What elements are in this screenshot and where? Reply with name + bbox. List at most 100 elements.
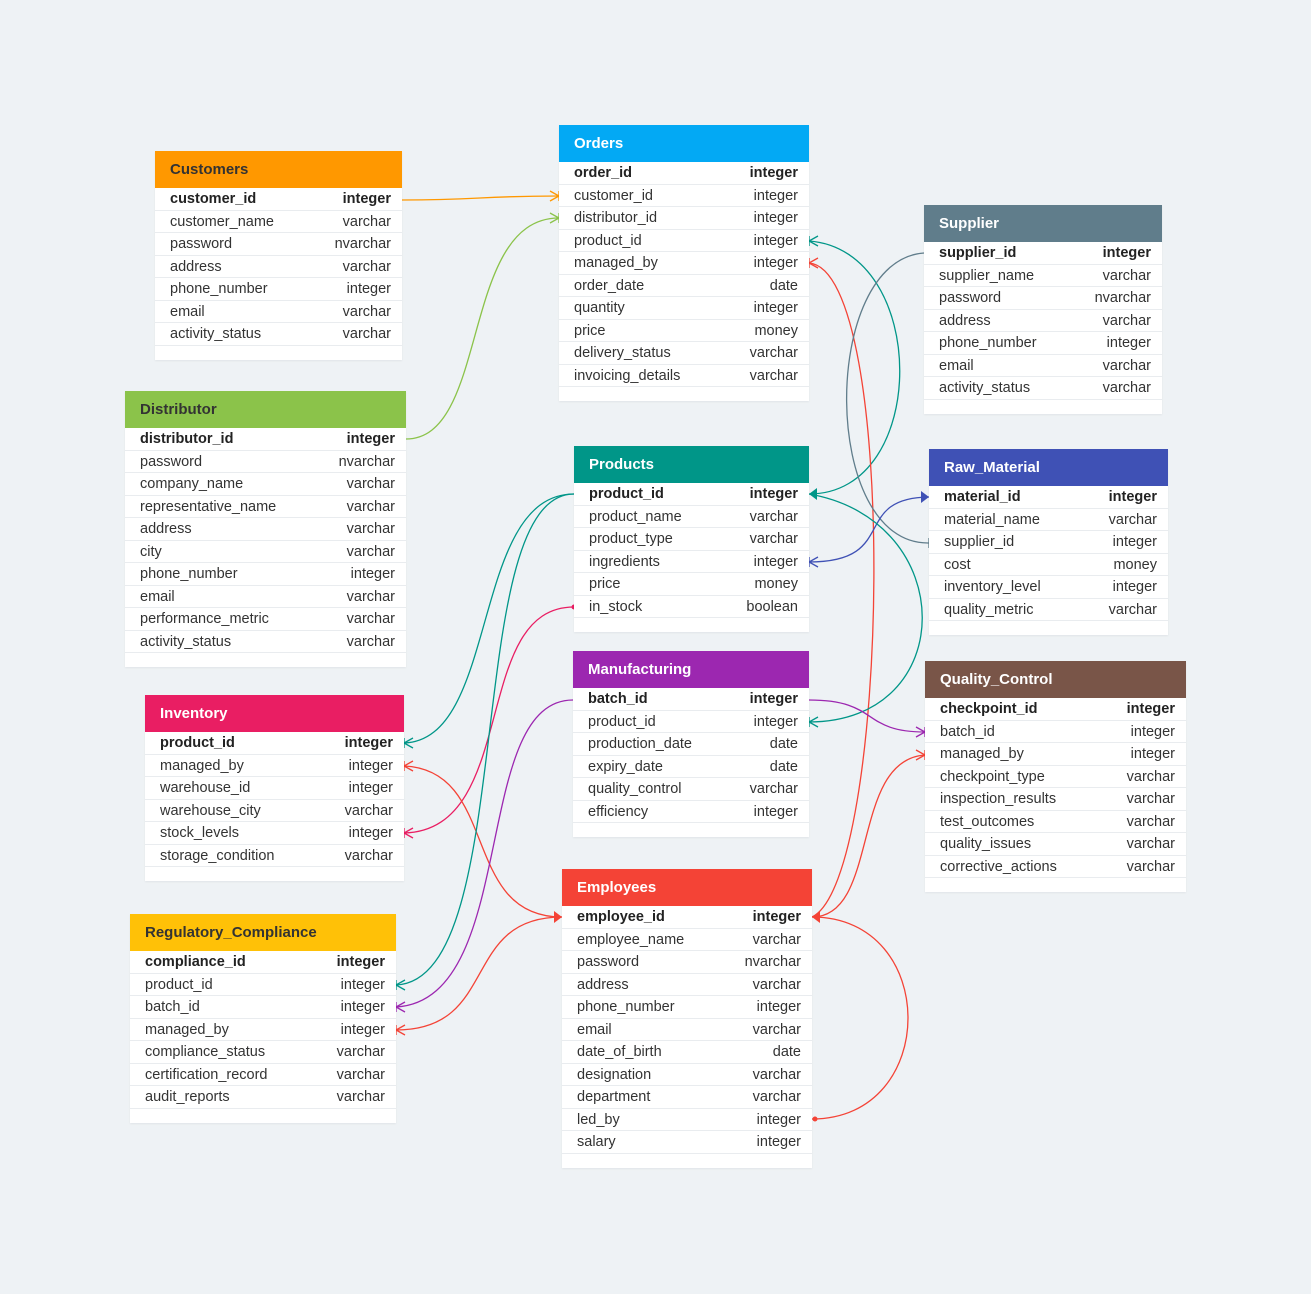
table-distributor[interactable]: Distributor distributor_id integer password… xyxy=(125,391,406,667)
table-row[interactable]: checkpoint_type varchar xyxy=(925,766,1186,788)
table-row[interactable]: order_id integer xyxy=(559,162,809,185)
table-row[interactable]: invoicing_details varchar xyxy=(559,365,809,387)
table-header[interactable]: Supplier xyxy=(924,205,1162,242)
table-row[interactable]: employee_id integer xyxy=(562,906,812,929)
table-row[interactable]: password nvarchar xyxy=(924,287,1162,310)
table-row[interactable]: password nvarchar xyxy=(155,233,402,256)
table-row[interactable]: activity_status varchar xyxy=(155,323,402,346)
table-row[interactable]: certification_record varchar xyxy=(130,1064,396,1086)
table-header[interactable]: Manufacturing xyxy=(573,651,809,688)
table-row[interactable]: customer_name varchar xyxy=(155,211,402,233)
table-row[interactable]: password nvarchar xyxy=(562,951,812,974)
table-row[interactable]: phone_number integer xyxy=(155,278,402,301)
table-quality-control[interactable]: Quality_Control checkpoint_id integer batch… xyxy=(925,661,1186,892)
table-row[interactable]: phone_number integer xyxy=(562,996,812,1019)
table-row[interactable]: product_id integer xyxy=(145,732,404,755)
table-header[interactable]: Inventory xyxy=(145,695,404,732)
table-row[interactable]: storage_condition varchar xyxy=(145,845,404,867)
table-row[interactable]: managed_by integer xyxy=(559,252,809,275)
table-header[interactable]: Customers xyxy=(155,151,402,188)
table-row[interactable]: checkpoint_id integer xyxy=(925,698,1186,721)
table-row[interactable]: warehouse_city varchar xyxy=(145,800,404,822)
table-row[interactable]: test_outcomes varchar xyxy=(925,811,1186,833)
table-row[interactable]: representative_name varchar xyxy=(125,496,406,518)
table-row[interactable]: product_type varchar xyxy=(574,528,809,551)
table-row[interactable]: price money xyxy=(559,320,809,342)
table-header[interactable]: Products xyxy=(574,446,809,483)
table-row[interactable]: distributor_id integer xyxy=(125,428,406,451)
table-orders[interactable]: Orders order_id integer customer_id integer d… xyxy=(559,125,809,401)
table-row[interactable]: address varchar xyxy=(155,256,402,278)
table-row[interactable]: price money xyxy=(574,573,809,596)
table-row[interactable]: supplier_id integer xyxy=(929,531,1168,554)
table-row[interactable]: production_date date xyxy=(573,733,809,756)
table-row[interactable]: supplier_id integer xyxy=(924,242,1162,265)
table-row[interactable]: email varchar xyxy=(155,301,402,323)
table-row[interactable]: product_name varchar xyxy=(574,506,809,528)
table-row[interactable]: batch_id integer xyxy=(925,721,1186,743)
table-row[interactable]: salary integer xyxy=(562,1131,812,1154)
table-row[interactable]: corrective_actions varchar xyxy=(925,856,1186,878)
table-row[interactable]: quality_issues varchar xyxy=(925,833,1186,856)
table-header[interactable]: Raw_Material xyxy=(929,449,1168,486)
table-row[interactable]: expiry_date date xyxy=(573,756,809,778)
table-header[interactable]: Quality_Control xyxy=(925,661,1186,698)
table-row[interactable]: managed_by integer xyxy=(925,743,1186,766)
table-manufacturing[interactable]: Manufacturing batch_id integer product_id in… xyxy=(573,651,809,837)
table-row[interactable]: email varchar xyxy=(125,586,406,608)
table-row[interactable]: stock_levels integer xyxy=(145,822,404,845)
table-row[interactable]: batch_id integer xyxy=(130,996,396,1019)
table-products[interactable]: Products product_id integer product_name var… xyxy=(574,446,809,632)
table-row[interactable]: order_date date xyxy=(559,275,809,297)
table-inventory[interactable]: Inventory product_id integer managed_by inte… xyxy=(145,695,404,881)
table-row[interactable]: led_by integer xyxy=(562,1109,812,1131)
table-customers[interactable]: Customers customer_id integer customer_name… xyxy=(155,151,402,360)
table-row[interactable]: in_stock boolean xyxy=(574,596,809,618)
table-row[interactable]: inspection_results varchar xyxy=(925,788,1186,811)
table-row[interactable]: company_name varchar xyxy=(125,473,406,496)
table-row[interactable]: batch_id integer xyxy=(573,688,809,711)
table-row[interactable]: delivery_status varchar xyxy=(559,342,809,365)
table-supplier[interactable]: Supplier supplier_id integer supplier_name v… xyxy=(924,205,1162,414)
table-row[interactable]: address varchar xyxy=(924,310,1162,332)
table-raw-material[interactable]: Raw_Material material_id integer material_n… xyxy=(929,449,1168,635)
table-row[interactable]: activity_status varchar xyxy=(125,631,406,653)
table-row[interactable]: email varchar xyxy=(562,1019,812,1041)
table-row[interactable]: department varchar xyxy=(562,1086,812,1109)
table-row[interactable]: password nvarchar xyxy=(125,451,406,473)
table-header[interactable]: Orders xyxy=(559,125,809,162)
table-row[interactable]: city varchar xyxy=(125,541,406,563)
table-header[interactable]: Employees xyxy=(562,869,812,906)
table-row[interactable]: activity_status varchar xyxy=(924,377,1162,400)
table-row[interactable]: date_of_birth date xyxy=(562,1041,812,1064)
table-row[interactable]: warehouse_id integer xyxy=(145,777,404,800)
table-row[interactable]: efficiency integer xyxy=(573,801,809,823)
table-row[interactable]: ingredients integer xyxy=(574,551,809,573)
table-row[interactable]: product_id integer xyxy=(559,230,809,252)
table-row[interactable]: quantity integer xyxy=(559,297,809,320)
table-row[interactable]: product_id integer xyxy=(573,711,809,733)
table-row[interactable]: product_id integer xyxy=(574,483,809,506)
table-row[interactable]: quality_control varchar xyxy=(573,778,809,801)
table-row[interactable]: customer_id integer xyxy=(155,188,402,211)
table-row[interactable]: compliance_id integer xyxy=(130,951,396,974)
table-header[interactable]: Distributor xyxy=(125,391,406,428)
table-row[interactable]: address varchar xyxy=(562,974,812,996)
table-row[interactable]: material_name varchar xyxy=(929,509,1168,531)
table-row[interactable]: distributor_id integer xyxy=(559,207,809,230)
table-row[interactable]: cost money xyxy=(929,554,1168,576)
table-row[interactable]: address varchar xyxy=(125,518,406,541)
table-row[interactable]: supplier_name varchar xyxy=(924,265,1162,287)
table-row[interactable]: product_id integer xyxy=(130,974,396,996)
table-row[interactable]: customer_id integer xyxy=(559,185,809,207)
table-row[interactable]: quality_metric varchar xyxy=(929,599,1168,621)
table-row[interactable]: inventory_level integer xyxy=(929,576,1168,599)
table-employees[interactable]: Employees employee_id integer employee_name… xyxy=(562,869,812,1168)
table-row[interactable]: employee_name varchar xyxy=(562,929,812,951)
table-row[interactable]: compliance_status varchar xyxy=(130,1041,396,1064)
table-row[interactable]: managed_by integer xyxy=(145,755,404,777)
table-row[interactable]: managed_by integer xyxy=(130,1019,396,1041)
table-row[interactable]: designation varchar xyxy=(562,1064,812,1086)
table-row[interactable]: phone_number integer xyxy=(125,563,406,586)
table-row[interactable]: email varchar xyxy=(924,355,1162,377)
